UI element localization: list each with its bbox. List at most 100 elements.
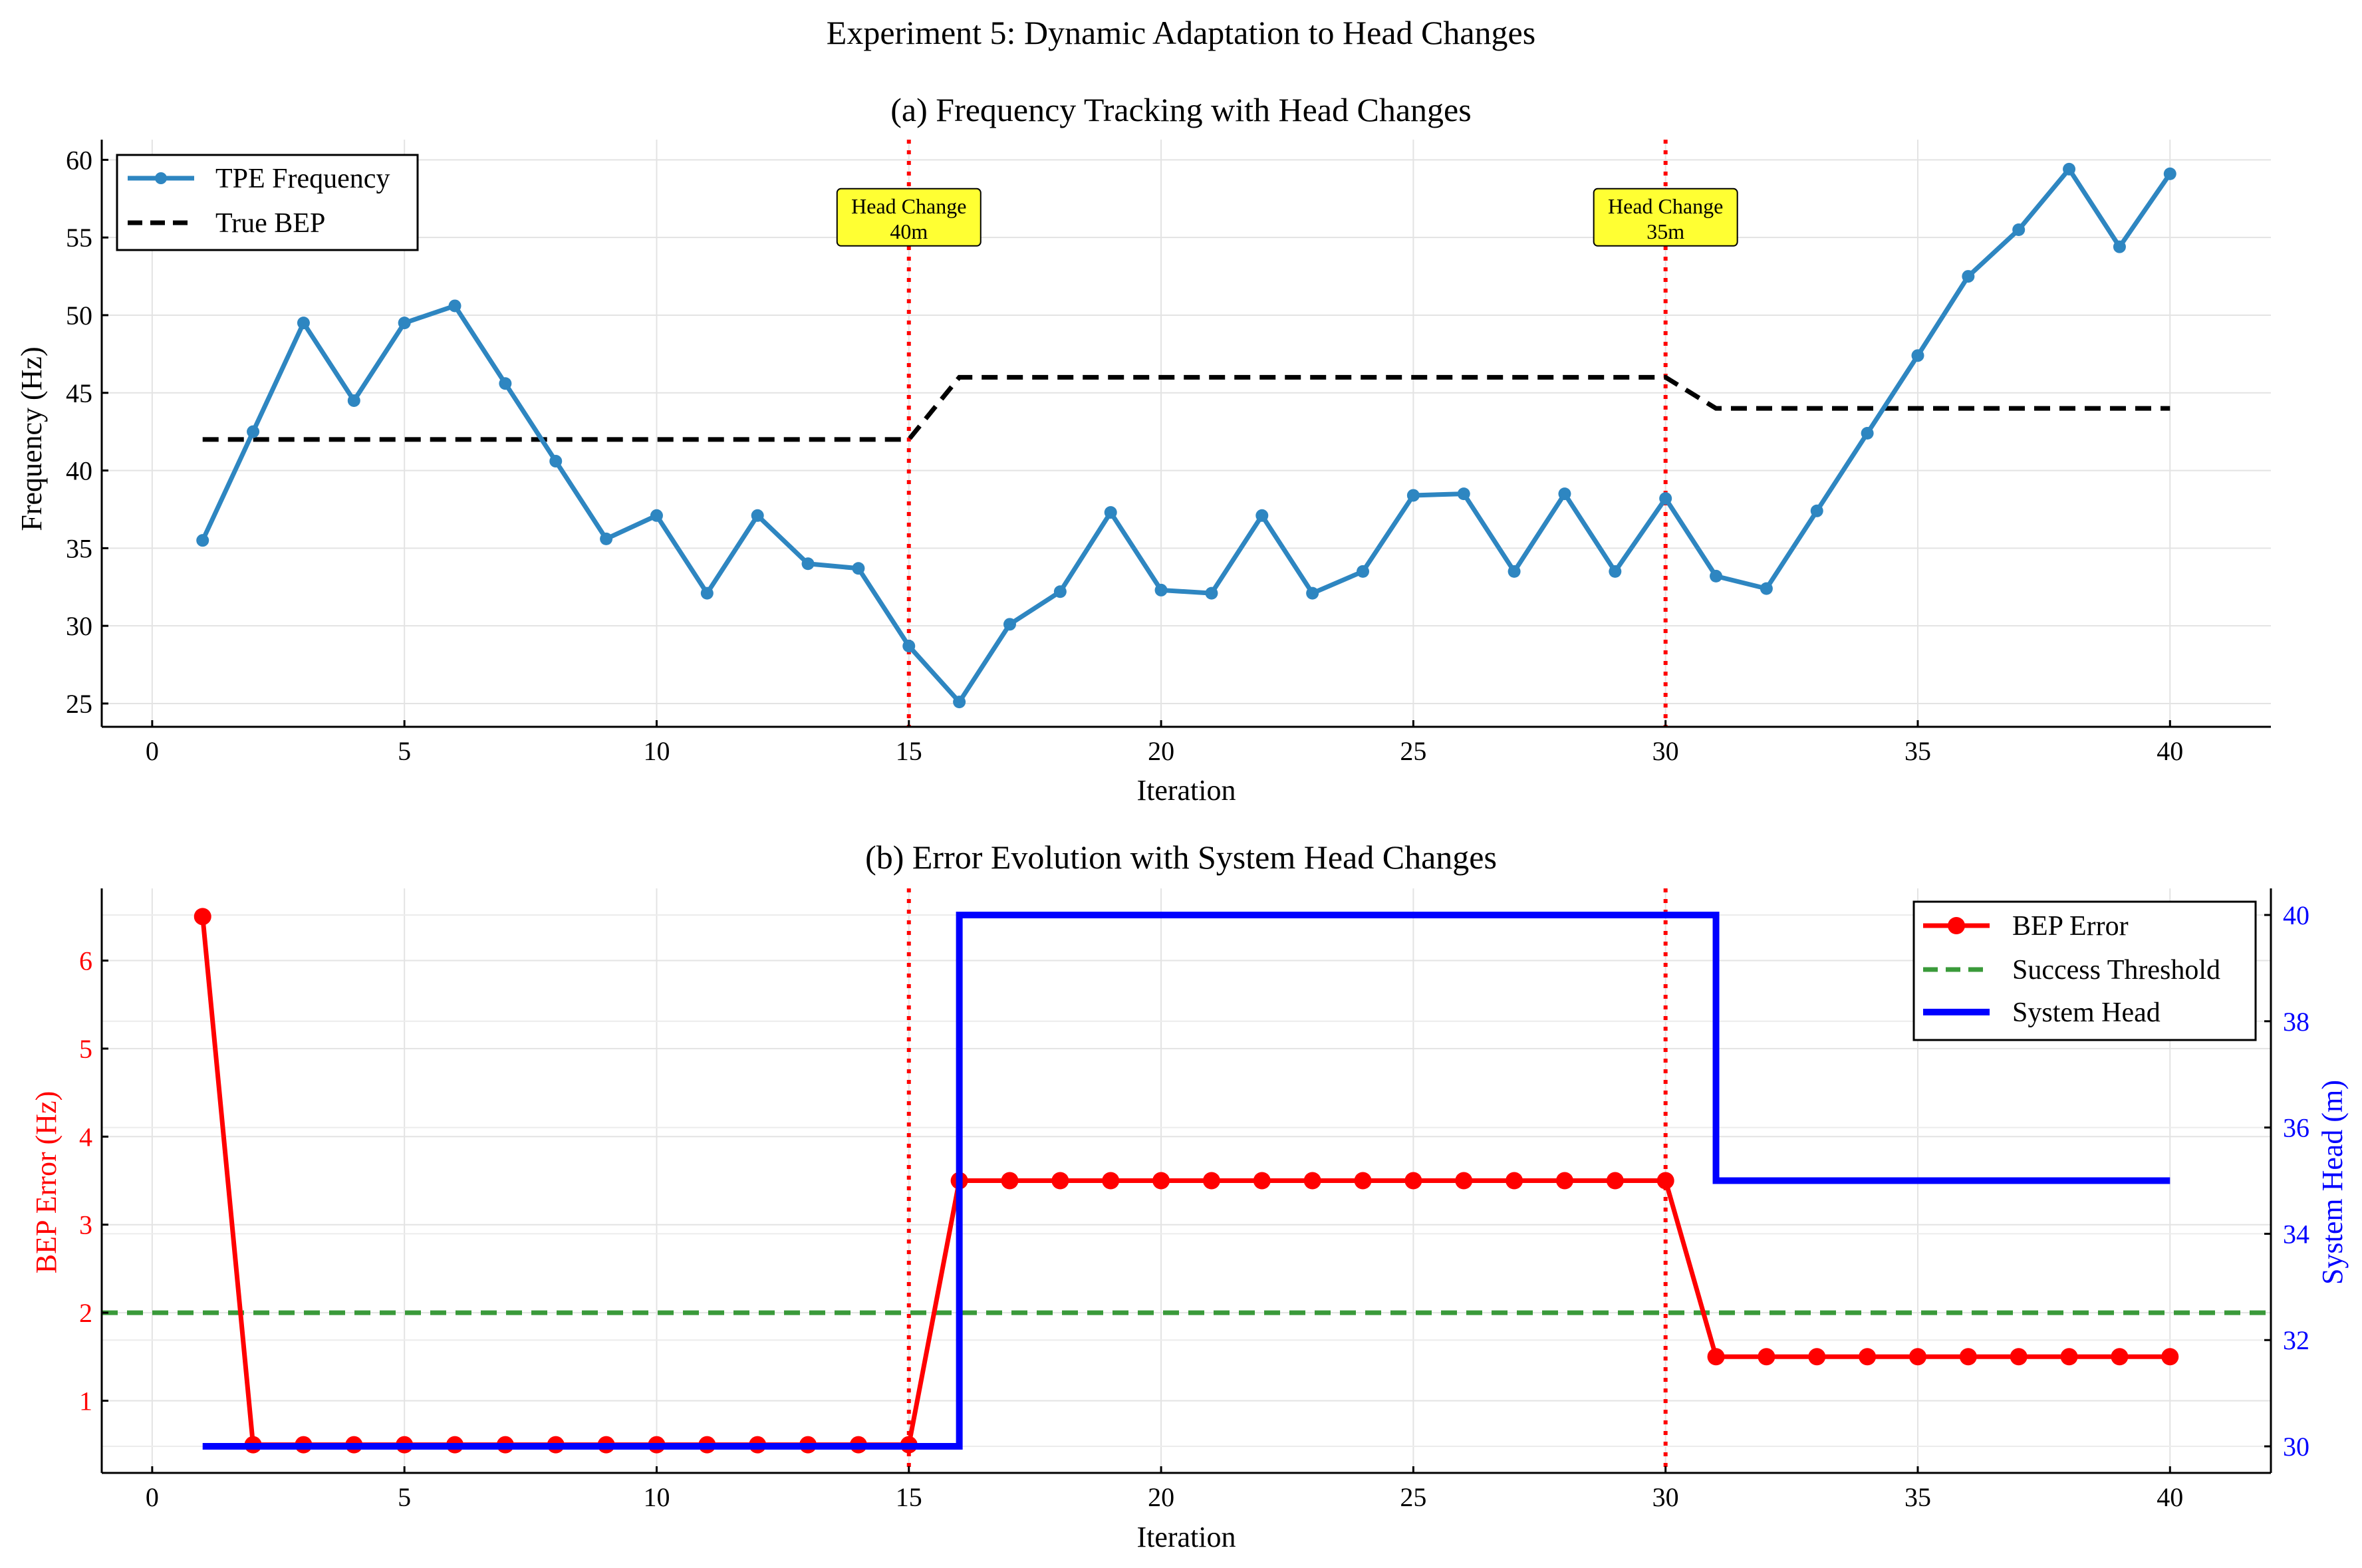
tpe-frequency-point [1861,427,1874,440]
tpe-frequency-point [801,557,815,571]
panel-b-error-evolution: (b) Error Evolution with System Head Cha… [30,839,2349,1553]
tpe-frequency-point [1457,487,1470,501]
bep-error-point [1303,1172,1321,1190]
tpe-frequency-point [297,317,310,330]
x-tick-label: 10 [643,736,670,766]
panel-b-title: (b) Error Evolution with System Head Cha… [865,839,1497,876]
y-tick-label: 25 [66,689,92,719]
bep-error-point [1908,1348,1926,1366]
bep-error-point [1707,1348,1725,1366]
tpe-frequency-point [953,696,966,709]
tpe-frequency-point [398,317,411,330]
x-tick-label: 10 [643,1482,670,1512]
tpe-frequency-point [1659,492,1672,505]
bep-error-point [1656,1172,1674,1190]
tpe-frequency-point [1255,509,1269,522]
legend-frame [116,154,419,251]
panel-b-legend: BEP Error Success Threshold System Head [1912,900,2257,1041]
x-tick-label: 30 [1652,1482,1679,1512]
panel-a-grid [102,140,2271,727]
y-tick-label-left: 1 [79,1386,92,1416]
y-tick-label-right: 40 [2283,900,2309,930]
panel-a-tick-labels: 0 5 10 15 20 25 30 35 40 25 30 35 40 45 50 55 60 [66,145,2183,766]
y-tick-label-right: 36 [2283,1113,2309,1143]
y-tick-label-left: 5 [79,1034,92,1064]
bep-error-point [1455,1172,1473,1190]
y-tick-label: 60 [66,145,92,175]
x-tick-label: 35 [1904,1482,1931,1512]
bep-error-point [1102,1172,1120,1190]
bep-error-point [2060,1348,2078,1366]
legend-head-label: System Head [2012,997,2161,1028]
tpe-frequency-point [1962,270,1975,283]
y-tick-label: 50 [66,301,92,330]
x-tick-label: 25 [1400,1482,1426,1512]
bep-error-point [1001,1172,1019,1190]
y-tick-label: 55 [66,223,92,253]
tpe-frequency-point [1053,585,1067,598]
panel-a-title: (a) Frequency Tracking with Head Changes [890,91,1471,128]
tpe-frequency-point [1760,582,1773,595]
tpe-frequency-point [700,587,714,600]
tpe-frequency-point [499,377,512,390]
legend-threshold-label: Success Threshold [2012,955,2220,985]
panel-b-grid [102,888,2271,1473]
panel-a-xlabel: Iteration [1136,774,1236,807]
bep-error-point [1606,1172,1624,1190]
tpe-frequency-point [549,455,563,468]
y-tick-label: 35 [66,533,92,563]
panel-b-axes [100,888,2272,1474]
tpe-frequency-point [1911,349,1924,362]
bep-error-point [1808,1348,1826,1366]
tpe-frequency-point [1710,569,1723,583]
panel-b-series [102,908,2271,1454]
series-system-head-line [202,911,2170,1450]
bep-error-point [1506,1172,1523,1190]
x-tick-label: 40 [2157,736,2183,766]
tpe-frequency-point [751,509,764,522]
tpe-frequency-point [1003,618,1016,631]
legend-error-marker [1948,917,1965,934]
x-tick-label: 30 [1652,736,1679,766]
x-tick-label: 15 [896,736,922,766]
bep-error-point [2010,1348,2028,1366]
series-tpe-frequency-line [200,166,2172,705]
panel-a-series [196,162,2176,709]
legend-error-label: BEP Error [2012,911,2129,942]
tpe-frequency-point [2012,223,2026,236]
figure-title: Experiment 5: Dynamic Adaptation to Head… [827,14,1535,51]
bep-error-point [1253,1172,1271,1190]
bep-error-point [2111,1348,2129,1366]
panel-a-ylabel: Frequency (Hz) [15,346,48,531]
bep-error-point [1859,1348,1877,1366]
annotation-box [836,188,982,247]
tpe-frequency-point [1306,587,1319,600]
bep-error-point [1404,1172,1422,1190]
tpe-frequency-point [1104,506,1117,519]
panel-b-head-change-lines [906,888,1668,1473]
x-tick-label: 40 [2157,1482,2183,1512]
y-tick-label-left: 2 [79,1298,92,1328]
panel-a-frequency-tracking: (a) Frequency Tracking with Head Changes… [15,91,2271,807]
bep-error-point [1202,1172,1220,1190]
y-tick-label: 45 [66,378,92,408]
y-tick-label-left: 3 [79,1210,92,1240]
legend-bep-label: True BEP [215,208,325,239]
tpe-frequency-point [902,640,916,653]
annotation-head-change-35m: Head Change 35m [1593,188,1738,247]
tpe-frequency-point [1205,587,1218,600]
panel-a-head-change-lines [906,140,1668,727]
tpe-frequency-point [1609,565,1622,578]
panel-a-annotations: Head Change 40m Head Change 35m [836,188,1738,247]
y-tick-label: 40 [66,456,92,486]
tpe-frequency-point [852,562,865,575]
tpe-frequency-point [448,299,461,313]
x-tick-label: 5 [398,1482,411,1512]
annotation-line2: 40m [890,219,928,243]
y-tick-label-right: 30 [2283,1432,2309,1462]
annotation-line2: 35m [1646,219,1684,243]
bep-error-point [1051,1172,1069,1190]
annotation-box [1593,188,1738,247]
